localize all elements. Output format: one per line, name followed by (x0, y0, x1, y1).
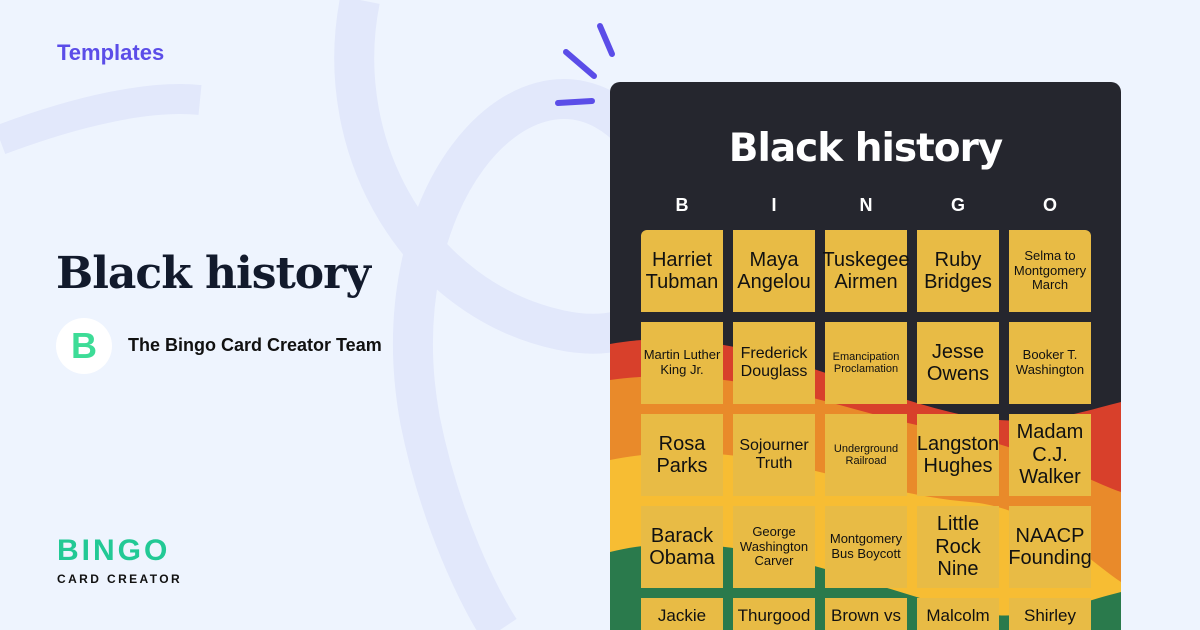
bingo-cell[interactable]: Thurgood (733, 598, 815, 630)
bingo-cell[interactable]: Brown vs (825, 598, 907, 630)
bingo-cell[interactable]: Tuskegee Airmen (822, 230, 910, 312)
bingo-cell[interactable]: Jesse Owens (917, 322, 999, 404)
bingo-grid: Harriet Tubman Maya Angelou Tuskegee Airme… (641, 230, 1092, 630)
bingo-card-creator-logo[interactable]: BINGO CARD CREATOR (57, 534, 183, 587)
bingo-cell[interactable]: Jackie (641, 598, 723, 630)
bingo-cell[interactable]: Little Rock Nine (917, 506, 999, 588)
bingo-cell[interactable]: Martin Luther King Jr. (641, 322, 723, 404)
bingo-cell[interactable]: Shirley (1009, 598, 1091, 630)
bingo-cell[interactable]: Barack Obama (641, 506, 723, 588)
bingo-cell[interactable]: Booker T. Washington (1009, 322, 1091, 404)
bingo-cell[interactable]: George Washington Carver (733, 506, 815, 588)
bingo-cell[interactable]: Harriet Tubman (641, 230, 723, 312)
bingo-cell[interactable]: NAACP Founding (1008, 506, 1092, 588)
bingo-cell[interactable]: Selma to Montgomery March (1009, 230, 1091, 312)
templates-link[interactable]: Templates (57, 40, 165, 65)
bingo-cell[interactable]: Sojourner Truth (733, 414, 815, 496)
sparkle-icon (555, 23, 615, 106)
column-letter: O (1042, 195, 1057, 215)
bingo-card-preview[interactable]: Black history B I N G O Harriet Tubman Maya A… (610, 82, 1121, 630)
bingo-cell[interactable]: Langston Hughes (917, 414, 999, 496)
column-letter: N (859, 195, 873, 215)
column-letter: B (675, 195, 689, 215)
page-title: Black history (56, 248, 371, 299)
column-letter: I (771, 195, 777, 215)
bingo-cell[interactable]: Malcolm (917, 598, 999, 630)
logo-sub-text: CARD CREATOR (57, 572, 183, 586)
bingo-cell[interactable]: Ruby Bridges (917, 230, 999, 312)
bingo-cell[interactable]: Maya Angelou (733, 230, 815, 312)
author-avatar: B (56, 318, 112, 374)
bingo-cell[interactable]: Frederick Douglass (733, 322, 815, 404)
card-title: Black history (728, 126, 1003, 171)
bingo-cell[interactable]: Montgomery Bus Boycott (825, 506, 907, 588)
column-letter: G (950, 195, 965, 215)
bingo-cell[interactable]: Underground Railroad (825, 414, 907, 496)
logo-main-text: BINGO (57, 534, 171, 567)
bingo-cell[interactable]: Madam C.J. Walker (1009, 414, 1091, 496)
bingo-cell[interactable]: Emancipation Proclamation (825, 322, 907, 404)
bingo-cell[interactable]: Rosa Parks (641, 414, 723, 496)
author-name: The Bingo Card Creator Team (128, 335, 382, 355)
